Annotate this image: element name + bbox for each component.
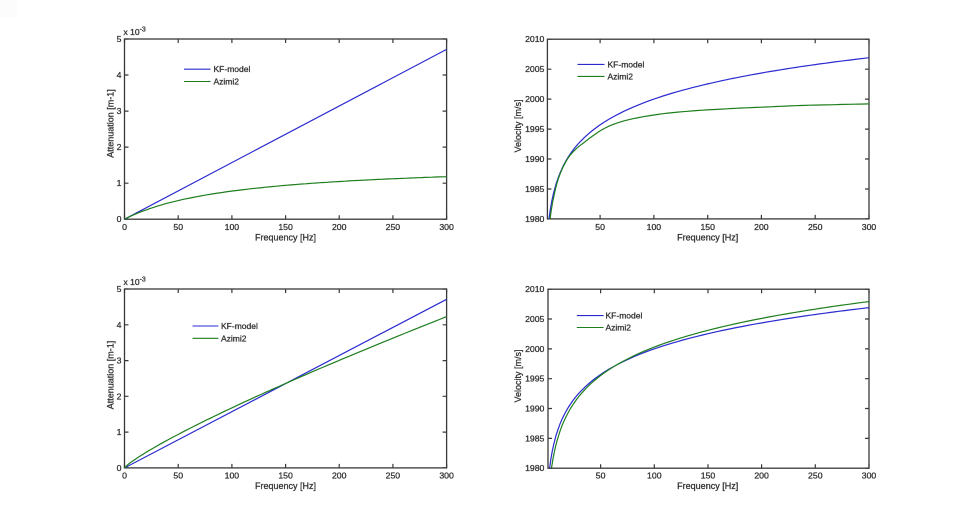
svg-text:Frequency [Hz]: Frequency [Hz] bbox=[677, 232, 738, 242]
svg-text:100: 100 bbox=[225, 471, 240, 481]
svg-text:1985: 1985 bbox=[525, 433, 544, 443]
svg-text:200: 200 bbox=[754, 222, 769, 232]
svg-text:0: 0 bbox=[122, 471, 127, 481]
svg-text:x 10-3: x 10-3 bbox=[124, 276, 146, 286]
svg-text:100: 100 bbox=[647, 471, 662, 481]
svg-text:150: 150 bbox=[700, 222, 715, 232]
svg-text:Velocity [m/s]: Velocity [m/s] bbox=[513, 349, 523, 402]
svg-text:300: 300 bbox=[862, 471, 877, 481]
svg-text:200: 200 bbox=[332, 222, 347, 232]
svg-text:250: 250 bbox=[386, 471, 401, 481]
svg-text:2000: 2000 bbox=[525, 94, 544, 104]
svg-text:5: 5 bbox=[117, 284, 122, 294]
svg-text:KF-model: KF-model bbox=[214, 64, 251, 74]
svg-text:Frequency [Hz]: Frequency [Hz] bbox=[677, 481, 738, 491]
svg-text:1980: 1980 bbox=[525, 463, 544, 473]
svg-text:x 10-3: x 10-3 bbox=[124, 27, 146, 37]
svg-text:100: 100 bbox=[225, 222, 240, 232]
svg-text:250: 250 bbox=[386, 222, 401, 232]
svg-text:150: 150 bbox=[278, 471, 293, 481]
svg-text:2010: 2010 bbox=[525, 284, 544, 294]
svg-text:0: 0 bbox=[117, 463, 122, 473]
svg-text:150: 150 bbox=[278, 222, 293, 232]
svg-text:3: 3 bbox=[117, 356, 122, 366]
svg-text:1995: 1995 bbox=[525, 124, 544, 134]
svg-text:50: 50 bbox=[595, 222, 605, 232]
svg-text:2000: 2000 bbox=[525, 344, 544, 354]
svg-text:1: 1 bbox=[117, 427, 122, 437]
svg-text:Attenuation [m-1]: Attenuation [m-1] bbox=[106, 341, 116, 410]
svg-text:Azimi2: Azimi2 bbox=[608, 71, 634, 81]
svg-text:2005: 2005 bbox=[525, 64, 544, 74]
svg-text:2005: 2005 bbox=[525, 314, 544, 324]
svg-text:1995: 1995 bbox=[525, 374, 544, 384]
svg-text:1980: 1980 bbox=[525, 214, 544, 224]
svg-text:2: 2 bbox=[117, 391, 122, 401]
svg-text:Azimi2: Azimi2 bbox=[606, 323, 632, 333]
svg-text:250: 250 bbox=[808, 222, 823, 232]
svg-text:0: 0 bbox=[117, 214, 122, 224]
svg-text:200: 200 bbox=[332, 471, 347, 481]
svg-text:100: 100 bbox=[647, 222, 662, 232]
svg-text:0: 0 bbox=[122, 222, 127, 232]
svg-text:KF-model: KF-model bbox=[608, 59, 645, 69]
svg-text:2: 2 bbox=[117, 142, 122, 152]
svg-text:1990: 1990 bbox=[525, 154, 544, 164]
svg-text:200: 200 bbox=[754, 471, 769, 481]
svg-text:KF-model: KF-model bbox=[221, 321, 258, 331]
svg-text:Frequency [Hz]: Frequency [Hz] bbox=[255, 481, 316, 491]
svg-text:300: 300 bbox=[439, 471, 454, 481]
svg-text:250: 250 bbox=[808, 471, 823, 481]
svg-text:KF-model: KF-model bbox=[606, 311, 643, 321]
svg-text:1: 1 bbox=[117, 178, 122, 188]
svg-text:150: 150 bbox=[701, 471, 716, 481]
svg-text:Velocity [m/s]: Velocity [m/s] bbox=[513, 99, 523, 152]
svg-text:4: 4 bbox=[117, 70, 122, 80]
svg-text:4: 4 bbox=[117, 320, 122, 330]
svg-text:Frequency [Hz]: Frequency [Hz] bbox=[255, 232, 316, 242]
svg-text:1990: 1990 bbox=[525, 404, 544, 414]
svg-text:3: 3 bbox=[117, 106, 122, 116]
svg-text:5: 5 bbox=[117, 34, 122, 44]
svg-text:2010: 2010 bbox=[525, 34, 544, 44]
svg-text:50: 50 bbox=[173, 222, 183, 232]
svg-text:Azimi2: Azimi2 bbox=[221, 333, 247, 343]
svg-text:1985: 1985 bbox=[525, 184, 544, 194]
svg-text:Azimi2: Azimi2 bbox=[214, 77, 240, 87]
svg-text:300: 300 bbox=[862, 222, 877, 232]
svg-text:50: 50 bbox=[596, 471, 606, 481]
svg-text:Attenuation [m-1]: Attenuation [m-1] bbox=[106, 89, 116, 158]
svg-text:300: 300 bbox=[439, 222, 454, 232]
svg-text:50: 50 bbox=[173, 471, 183, 481]
